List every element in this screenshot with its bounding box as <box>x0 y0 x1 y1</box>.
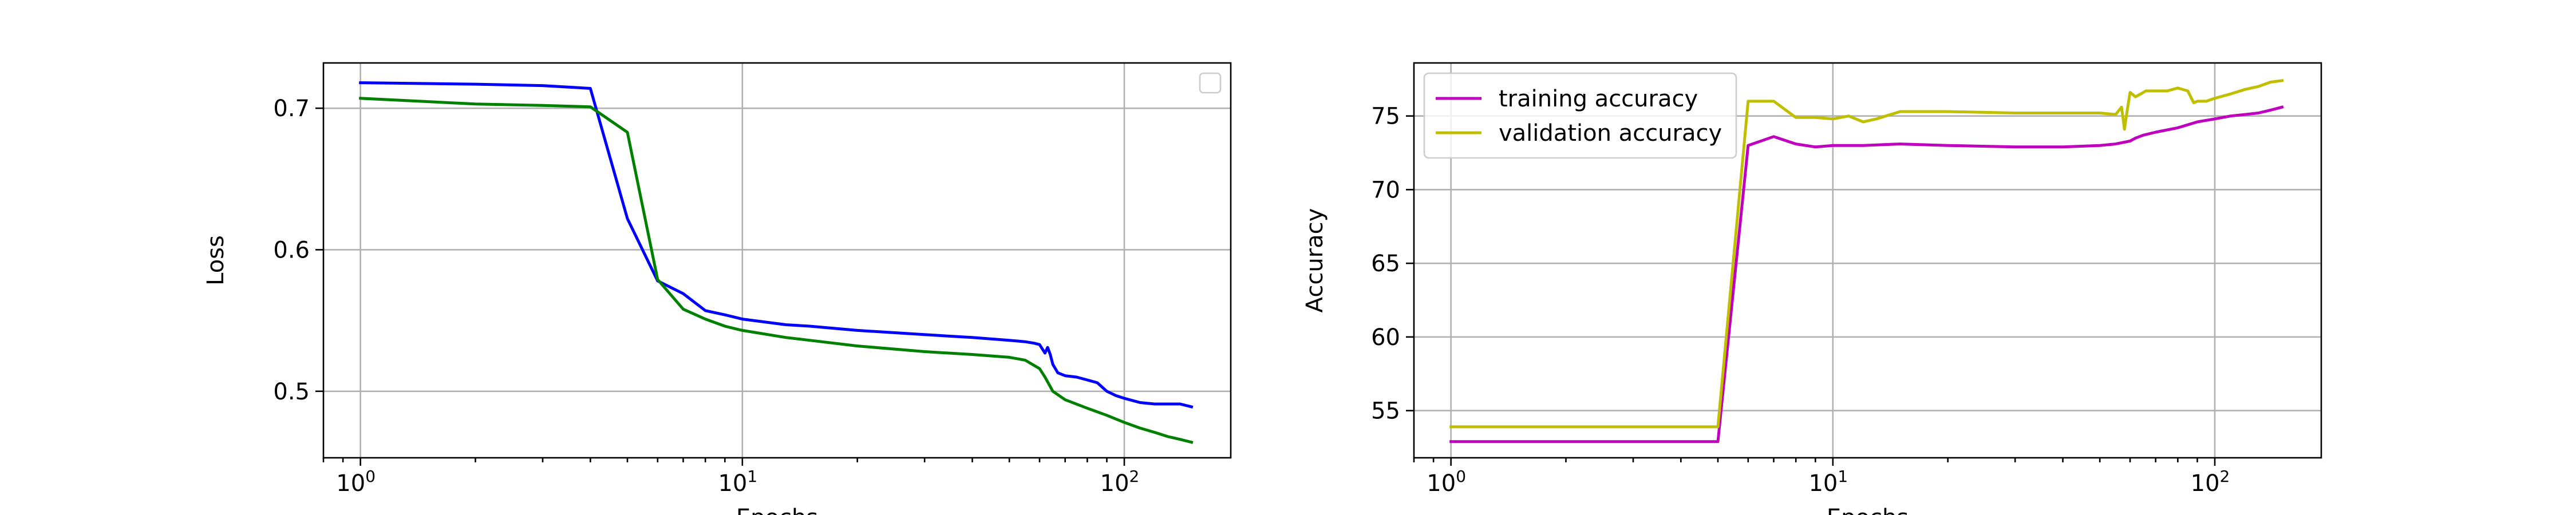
chart1-series-2-line <box>359 97 1194 444</box>
chart2-series-validation-accuracy-line <box>1449 79 2284 429</box>
chart2-xtick-label-0: 100 <box>1427 467 1466 497</box>
chart2-legend-label-1: training accuracy <box>1499 86 1698 112</box>
chart2-ytick-label-0: 55 <box>1371 398 1400 425</box>
chart1-ylabel: Loss <box>203 235 229 286</box>
chart1-ytick-label-0: 0.5 <box>273 379 310 405</box>
chart1-xtick-label-0: 100 <box>336 467 376 497</box>
chart2-ytick-label-3: 70 <box>1371 177 1400 203</box>
chart2-ytick-label-4: 75 <box>1371 104 1400 130</box>
chart1-xlabel: Epochs <box>736 505 818 515</box>
chart2-ylabel: Accuracy <box>1302 208 1328 313</box>
chart1-xtick-label-1: 101 <box>718 467 757 497</box>
chart1-panel: 100 101 102 0.5 0.6 0.7 Epochs Loss <box>203 62 1232 515</box>
chart2-xtick-label-1: 101 <box>1808 467 1848 497</box>
chart2-panel: 100 101 102 55 60 65 70 75 Epochs Accuracy trainin… <box>1302 62 2322 515</box>
chart2-legend-box <box>1423 72 1737 159</box>
chart1-xtick-label-2: 102 <box>1100 467 1140 497</box>
chart2-xlabel: Epochs <box>1827 505 1909 515</box>
chart2-ytick-label-1: 60 <box>1371 324 1400 351</box>
chart1-plot-frame <box>322 62 1232 459</box>
chart2-plot-frame <box>1413 62 2322 459</box>
chart1-ytick-label-2: 0.7 <box>273 96 310 122</box>
chart1-ytick-label-1: 0.6 <box>273 237 310 263</box>
chart2-xtick-label-2: 102 <box>2191 467 2230 497</box>
chart1-legend-box <box>1199 72 1222 94</box>
chart1-series-1-line <box>359 81 1194 409</box>
chart2-ytick-label-2: 65 <box>1371 251 1400 277</box>
chart2-series-training-accuracy-line <box>1449 105 2284 443</box>
chart2-legend-label-2: validation accuracy <box>1499 120 1722 146</box>
